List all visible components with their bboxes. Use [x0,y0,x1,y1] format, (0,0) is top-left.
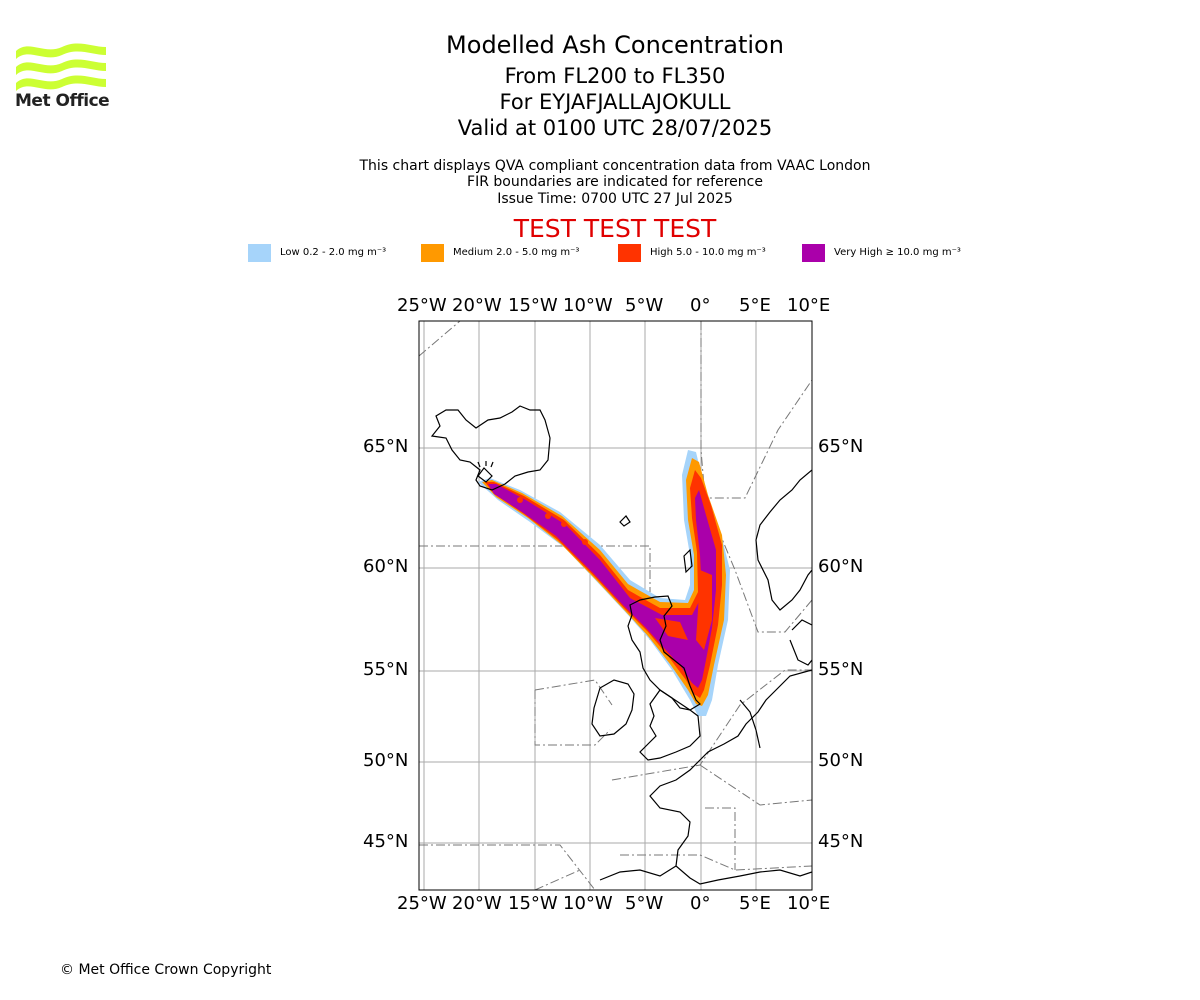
copyright-notice: © Met Office Crown Copyright [60,962,272,978]
lat-label-left-50n: 50°N [363,750,409,771]
chart-title: Modelled Ash Concentration [446,31,784,59]
legend-swatch-low [248,244,271,262]
legend-swatch-very-high [802,244,825,262]
map-frame [418,320,813,891]
ash-plume [478,450,730,716]
lat-label-left-45n: 45°N [363,831,409,852]
valid-time: Valid at 0100 UTC 28/07/2025 [457,116,773,140]
test-banner: TEST TEST TEST [513,214,717,243]
legend-label-medium: Medium 2.0 - 5.0 mg m⁻³ [453,247,580,258]
issue-time: Issue Time: 0700 UTC 27 Jul 2025 [497,191,733,207]
met-office-logo [16,43,106,91]
lon-label-bottom-5w: 5°W [625,893,664,914]
lon-label-bottom-10w: 10°W [563,893,613,914]
legend-label-high: High 5.0 - 10.0 mg m⁻³ [650,247,766,258]
lon-label-top-10e: 10°E [787,295,831,316]
legend-label-low: Low 0.2 - 2.0 mg m⁻³ [280,247,387,258]
lat-label-right-55n: 55°N [818,659,864,680]
lat-gridlines [419,447,812,844]
flight-level-range: From FL200 to FL350 [504,64,726,88]
lon-label-top-20w: 20°W [452,295,502,316]
legend: Low 0.2 - 2.0 mg m⁻³ Medium 2.0 - 5.0 mg… [0,244,1200,264]
lon-label-top-15w: 15°W [508,295,558,316]
lon-label-bottom-25w: 25°W [397,893,447,914]
volcano-marker [477,461,494,483]
lat-label-right-65n: 65°N [818,436,864,457]
lat-label-right-50n: 50°N [818,750,864,771]
lon-label-bottom-0: 0° [690,893,711,914]
lat-label-left-55n: 55°N [363,659,409,680]
lon-label-bottom-10e: 10°E [787,893,831,914]
volcano-name: For EYJAFJALLAJOKULL [499,90,731,114]
lat-label-right-45n: 45°N [818,831,864,852]
fir-boundaries [419,321,812,890]
lon-label-top-5e: 5°E [739,295,771,316]
lat-label-left-60n: 60°N [363,556,409,577]
met-office-logo-text: Met Office [15,91,110,111]
lon-label-top-25w: 25°W [397,295,447,316]
legend-swatch-medium [421,244,444,262]
lon-label-bottom-20w: 20°W [452,893,502,914]
lon-label-top-5w: 5°W [625,295,664,316]
legend-label-very-high: Very High ≥ 10.0 mg m⁻³ [834,247,961,258]
lon-label-top-10w: 10°W [563,295,613,316]
lon-label-bottom-15w: 15°W [508,893,558,914]
lat-label-left-65n: 65°N [363,436,409,457]
lat-label-right-60n: 60°N [818,556,864,577]
lon-label-top-0: 0° [690,295,711,316]
description-line-1: This chart displays QVA compliant concen… [359,158,871,174]
description-line-2: FIR boundaries are indicated for referen… [467,174,763,190]
legend-swatch-high [618,244,641,262]
coastlines [430,405,812,885]
lon-label-bottom-5e: 5°E [739,893,771,914]
